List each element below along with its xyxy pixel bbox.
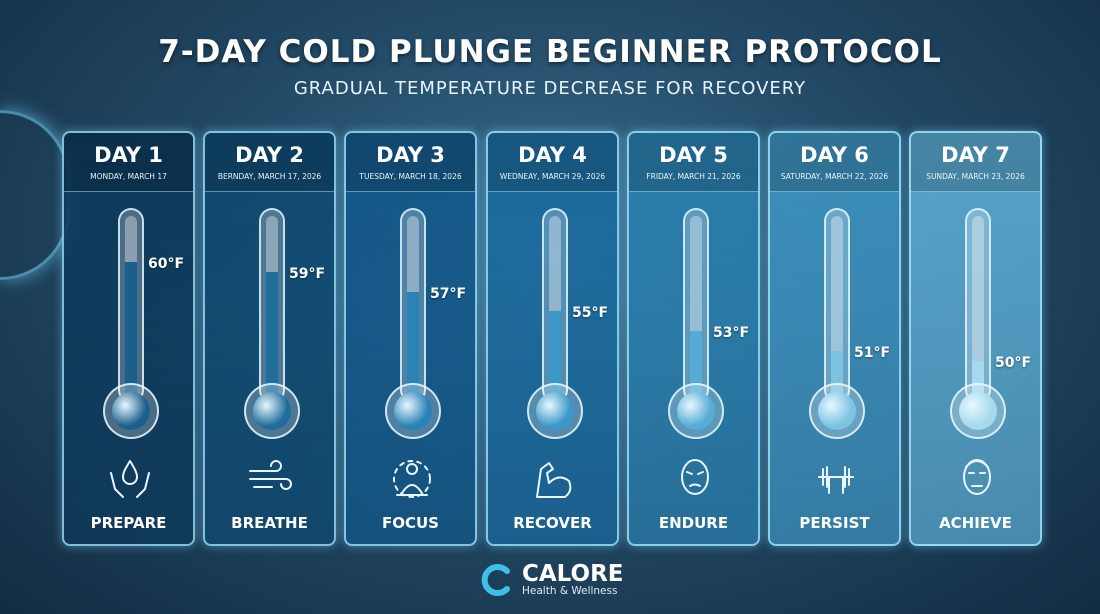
day-number: DAY 6 (800, 143, 869, 167)
stage-label: BREATHE (231, 514, 308, 532)
wind-icon (249, 460, 292, 490)
hands-water-drop-icon (110, 460, 150, 498)
day-date: FRIDAY, MARCH 21, 2026 (646, 172, 741, 181)
temperature-label: 59°F (289, 266, 326, 282)
confident-face-icon (963, 459, 991, 495)
day-card: DAY 5 FRIDAY, MARCH 21, 2026 53°F ENDURE (627, 131, 760, 546)
day-date: TUESDAY, MARCH 18, 2026 (359, 172, 462, 181)
day-header: DAY 1 MONDAY, MARCH 17 (64, 133, 193, 192)
stage-label: ENDURE (658, 514, 729, 532)
thermometer-bulb (103, 383, 159, 439)
day-card: DAY 4 WEDNEAY, MARCH 29, 2026 55°F RECOV… (486, 131, 619, 546)
thermometer-tube (965, 208, 991, 403)
temperature-label: 51°F (854, 345, 891, 361)
day-card: DAY 3 TUESDAY, MARCH 18, 2026 57°F FOCUS (344, 131, 477, 546)
brand-name: CALORE (522, 561, 624, 587)
thermometer-bulb (385, 383, 441, 439)
day-date: MONDAY, MARCH 17 (90, 172, 167, 181)
stage-label: ACHIEVE (939, 514, 1012, 532)
day-number: DAY 5 (659, 143, 728, 167)
thermometer-tube (118, 208, 144, 403)
flexed-arm-icon (536, 462, 572, 498)
stage-label: PREPARE (90, 514, 167, 532)
temperature-label: 57°F (430, 286, 467, 302)
temperature-label: 60°F (148, 256, 185, 272)
thermometer-tube (542, 208, 568, 403)
thermometer-bulb (809, 383, 865, 439)
day-card: DAY 6 SATURDAY, MARCH 22, 2026 51°F PERS… (768, 131, 901, 546)
day-card: DAY 7 SUNDAY, MARCH 23, 2026 50°F ACHIEV… (909, 131, 1042, 546)
day-card: DAY 1 MONDAY, MARCH 17 60°F PREPARE (62, 131, 195, 546)
page-title: 7-DAY COLD PLUNGE BEGINNER PROTOCOL (158, 34, 942, 70)
day-header: DAY 6 SATURDAY, MARCH 22, 2026 (770, 133, 899, 192)
day-number: DAY 4 (518, 143, 587, 167)
day-header: DAY 2 BERNDAY, MARCH 17, 2026 (205, 133, 334, 192)
day-date: BERNDAY, MARCH 17, 2026 (217, 172, 322, 181)
day-date: SUNDAY, MARCH 23, 2026 (926, 172, 1025, 181)
temperature-label: 53°F (713, 325, 750, 341)
thermometer-bulb (244, 383, 300, 439)
thermometer-fill (266, 272, 278, 401)
day-date: WEDNEAY, MARCH 29, 2026 (499, 172, 606, 181)
temperature-label: 50°F (995, 355, 1032, 371)
brand-logo: CALORE Health & Wellness (480, 563, 624, 597)
day-header: DAY 7 SUNDAY, MARCH 23, 2026 (911, 133, 1040, 192)
day-date: SATURDAY, MARCH 22, 2026 (780, 172, 889, 181)
thermometer-fill (407, 292, 419, 401)
stage-label: PERSIST (799, 514, 870, 532)
thermometer-bulb (527, 383, 583, 439)
stage-label: FOCUS (382, 514, 439, 532)
day-card: DAY 2 BERNDAY, MARCH 17, 2026 59°F BREAT… (203, 131, 336, 546)
day-header: DAY 3 TUESDAY, MARCH 18, 2026 (346, 133, 475, 192)
determined-face-icon (681, 459, 709, 495)
day-number: DAY 1 (94, 143, 163, 167)
dumbbell-icon (818, 466, 854, 494)
day-number: DAY 2 (235, 143, 304, 167)
day-number: DAY 7 (941, 143, 1010, 167)
thermometer-tube (683, 208, 709, 403)
thermometer-tube (400, 208, 426, 403)
brand-tagline: Health & Wellness (522, 585, 618, 597)
day-header: DAY 5 FRIDAY, MARCH 21, 2026 (629, 133, 758, 192)
temperature-label: 55°F (572, 305, 609, 321)
stage-label: RECOVER (513, 514, 592, 532)
thermometer-fill (125, 262, 137, 401)
meditation-icon (393, 460, 431, 498)
calore-logo-icon (481, 564, 510, 596)
thermometer-tube (824, 208, 850, 403)
thermometer-bulb (668, 383, 724, 439)
thermometer-bulb (950, 383, 1006, 439)
thermometer-fill (549, 311, 561, 401)
page-subtitle: GRADUAL TEMPERATURE DECREASE FOR RECOVER… (293, 78, 807, 99)
day-number: DAY 3 (376, 143, 445, 167)
background-mirror (0, 110, 70, 280)
day-header: DAY 4 WEDNEAY, MARCH 29, 2026 (488, 133, 617, 192)
thermometer-tube (259, 208, 285, 403)
